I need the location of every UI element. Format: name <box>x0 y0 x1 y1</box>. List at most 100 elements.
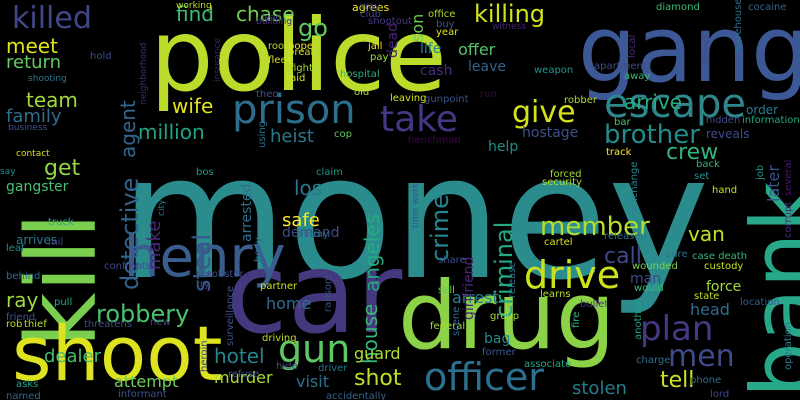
word-call: call <box>604 244 642 269</box>
word-former: former <box>482 347 516 358</box>
word-surveillance: surveillance <box>225 285 236 346</box>
word-guard: guard <box>354 344 401 363</box>
word-phone: phone <box>690 375 722 386</box>
word-return: return <box>6 52 62 73</box>
word-confronts: confronts <box>104 261 151 272</box>
word-state: state <box>694 291 720 302</box>
word-bar: bar <box>614 117 631 128</box>
word-demand: demand <box>282 225 340 241</box>
word-forced: forced <box>550 169 582 180</box>
word-witness: witness <box>492 22 527 32</box>
word-asks: asks <box>16 379 39 390</box>
word-man: man <box>630 271 662 287</box>
word-pope: pope <box>288 41 313 52</box>
word-try: try <box>196 279 210 290</box>
word-raid: raid <box>286 73 306 84</box>
word-lord: lord <box>710 389 730 400</box>
word-hold: hold <box>90 51 112 62</box>
word-heist: heist <box>270 126 314 147</box>
word-crew: crew <box>666 140 719 165</box>
word-million: million <box>138 120 205 144</box>
word-driving: driving <box>262 333 297 344</box>
word-go: go <box>298 14 328 42</box>
word-share: share <box>438 255 466 266</box>
word-location: location <box>740 297 780 308</box>
word-henry: henry <box>124 225 286 290</box>
word-several: several <box>783 159 794 196</box>
word-bos: bos <box>196 167 214 178</box>
word-custody: custody <box>704 261 744 272</box>
word-release: release <box>507 261 518 298</box>
word-truck: truck <box>48 217 74 228</box>
word-track: track <box>606 147 632 158</box>
word-los: los <box>294 176 323 200</box>
word-detective: detective <box>116 177 144 290</box>
word-force: force <box>706 279 742 295</box>
word-say: say <box>0 167 16 177</box>
word-stolen: stolen <box>572 378 627 399</box>
word-ransom: ransom <box>323 274 334 312</box>
word-meet: meet <box>6 34 58 58</box>
word-business: business <box>8 123 48 133</box>
word-pull: pull <box>54 297 73 308</box>
word-lead: lead <box>262 13 282 23</box>
word-neighborhood: neighborhood <box>139 42 149 105</box>
word-girlfriend: girlfriend <box>461 256 477 320</box>
word-prison: prison <box>232 87 356 133</box>
word-reveals: reveals <box>706 127 750 141</box>
word-federal: federal <box>430 321 466 332</box>
word-old: old <box>354 87 370 98</box>
word-henchman: henchman <box>408 135 461 146</box>
word-find: find <box>176 2 214 26</box>
word-arrives: arrives <box>16 233 58 247</box>
word-friend: friend <box>6 312 36 323</box>
word-fight: fight <box>290 63 313 74</box>
word-would: would <box>634 283 664 294</box>
word-home: home <box>266 294 312 313</box>
word-case-death: case death <box>692 251 748 262</box>
word-shooting: shooting <box>28 74 67 84</box>
word-hand: hand <box>712 185 738 196</box>
word-new: new <box>150 317 171 328</box>
word-head: head <box>690 300 730 319</box>
word-jimmy: jimmy <box>298 229 329 240</box>
word-run: run <box>480 89 497 100</box>
word-back: back <box>696 159 720 170</box>
word-weapon: weapon <box>534 65 574 76</box>
word-associate: associate <box>524 359 572 370</box>
word-warehouse: warehouse <box>733 0 744 53</box>
word-killed: killed <box>12 1 92 36</box>
word-gun: gun <box>278 327 351 371</box>
word-threatens: threatens <box>84 319 133 330</box>
word-buy: buy <box>436 19 455 30</box>
word-sell: sell <box>438 285 455 296</box>
word-claim: claim <box>316 167 343 178</box>
word-year: year <box>436 27 459 38</box>
word-robbery: robbery <box>96 300 190 328</box>
word-arrested: arrested <box>239 183 255 242</box>
word-fire: fire <box>571 311 582 328</box>
word-bag: bag <box>484 331 511 347</box>
word-offer: offer <box>458 40 496 59</box>
word-sure: sure <box>666 249 688 260</box>
word-accidentally: accidentally <box>326 391 387 400</box>
word-away: away <box>624 71 651 82</box>
word-shot: shot <box>354 366 402 391</box>
word-cartel: cartel <box>544 237 573 248</box>
word-killing: killing <box>474 0 546 28</box>
word-informant: informant <box>118 389 167 400</box>
word-released: released <box>604 231 647 242</box>
word-gang: gang <box>578 0 800 103</box>
word-street: street <box>701 34 712 64</box>
word-car: car <box>226 229 403 359</box>
word-drive: drive <box>524 253 621 297</box>
word-money: money <box>120 117 710 318</box>
word-cop: cop <box>334 129 352 140</box>
word-group: group <box>490 311 520 322</box>
word-cash: cash <box>420 63 453 79</box>
word-charge: charge <box>636 355 671 366</box>
word-way: way <box>360 1 381 12</box>
word-order: order <box>746 103 778 117</box>
word-officer: officer <box>424 355 544 399</box>
